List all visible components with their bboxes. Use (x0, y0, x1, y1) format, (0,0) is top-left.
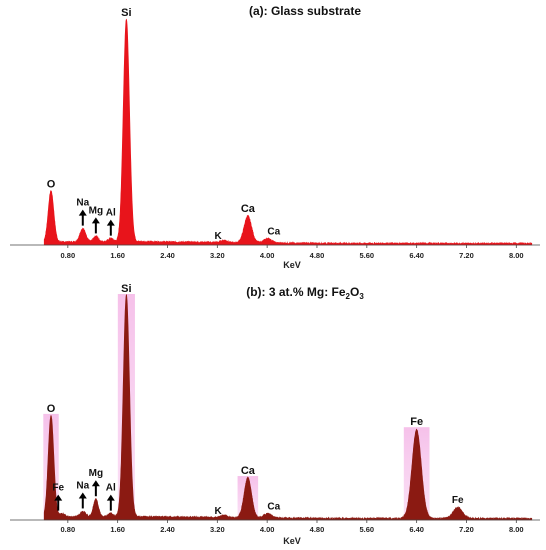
panel-a-x-axis-label: KeV (283, 260, 301, 270)
panel-b-peak-label-na: Na (76, 480, 89, 491)
panel-a-arrowhead-mg (91, 217, 100, 224)
panel-b-peak-label-mg: Mg (89, 468, 103, 479)
panel-b-peak-label-ca: Ca (241, 465, 256, 477)
panel-b-spectrum-trace (43, 294, 533, 521)
panel-b-peak-label-al: Al (106, 483, 116, 494)
panel-b-arrowhead-al (106, 494, 115, 501)
panel-b-title-mid: O (350, 285, 359, 299)
panel-a-tick-label: 2.40 (160, 251, 175, 260)
panel-b-tick-label: 4.80 (310, 525, 325, 534)
panel-b-peak-label-fe: Fe (52, 483, 64, 494)
panel-b-title-main: (b): 3 at.% Mg: Fe (246, 285, 346, 299)
panel-b-tick-label: 0.80 (61, 525, 76, 534)
panel-b-tick-label: 4.00 (260, 525, 275, 534)
panel-b-peak-label-o: O (47, 403, 56, 415)
panel-b-peak-label-k: K (215, 506, 223, 517)
panel-a-tick-label: 4.00 (260, 251, 275, 260)
panel-a-peak-label-ca: Ca (267, 227, 280, 238)
panel-b-tick-label: 6.40 (409, 525, 424, 534)
panel-a-spectrum-trace (43, 18, 533, 246)
panel-b-peak-label-ca: Ca (267, 502, 280, 513)
panel-b-arrowhead-na (78, 492, 87, 499)
panel-a-peak-label-na: Na (76, 198, 89, 209)
panel-b-title-sub2: 3 (359, 292, 364, 301)
panel-a-title: (a): Glass substrate (249, 4, 361, 18)
panel-a-peak-label-si: Si (121, 7, 131, 19)
panel-a-tick-label: 3.20 (210, 251, 225, 260)
panel-b-title: (b): 3 at.% Mg: Fe2O3 (246, 285, 364, 301)
panel-a-peak-label-al: Al (106, 208, 116, 219)
panel-a-peak-label-ca: Ca (241, 203, 256, 215)
panel-a-arrowhead-na (78, 209, 87, 216)
panel-a-peak-label-mg: Mg (89, 205, 103, 216)
panel-b-peak-label-fe: Fe (410, 416, 423, 428)
panel-b-tick-label: 3.20 (210, 525, 225, 534)
panel-b-arrowhead-fe (54, 494, 63, 501)
panel-a-glass-substrate: 0.80 1.60 2.40 3.20 4.00 4.80 5.60 6.40 7.20 8.00… (10, 4, 540, 270)
panel-a-tick-label: 4.80 (310, 251, 325, 260)
panel-a-tick-label: 0.80 (61, 251, 76, 260)
panel-a-peak-label-o: O (47, 179, 56, 191)
panel-a-tick-label: 6.40 (409, 251, 424, 260)
panel-b-mg-doped-fe2o3: 0.80 1.60 2.40 3.20 4.00 4.80 5.60 6.40 7.20 8.00… (10, 283, 540, 546)
panel-a-tick-label: 7.20 (459, 251, 474, 260)
panel-a-tick-label: 5.60 (360, 251, 375, 260)
panel-a-peak-label-k: K (215, 231, 223, 242)
panel-b-arrowhead-mg (91, 480, 100, 487)
panel-b-title-sub1: 2 (346, 292, 351, 301)
panel-a-arrowhead-al (106, 219, 115, 226)
panel-b-tick-label: 2.40 (160, 525, 175, 534)
panel-b-tick-label: 8.00 (509, 525, 524, 534)
panel-b-tick-label: 7.20 (459, 525, 474, 534)
panel-a-tick-label: 1.60 (110, 251, 125, 260)
panel-b-peak-label-fe: Fe (452, 495, 464, 506)
panel-b-peak-label-si: Si (121, 283, 131, 295)
panel-b-tick-label: 5.60 (360, 525, 375, 534)
panel-b-tick-label: 1.60 (110, 525, 125, 534)
panel-a-tick-label: 8.00 (509, 251, 524, 260)
panel-b-x-axis-label: KeV (283, 536, 301, 546)
